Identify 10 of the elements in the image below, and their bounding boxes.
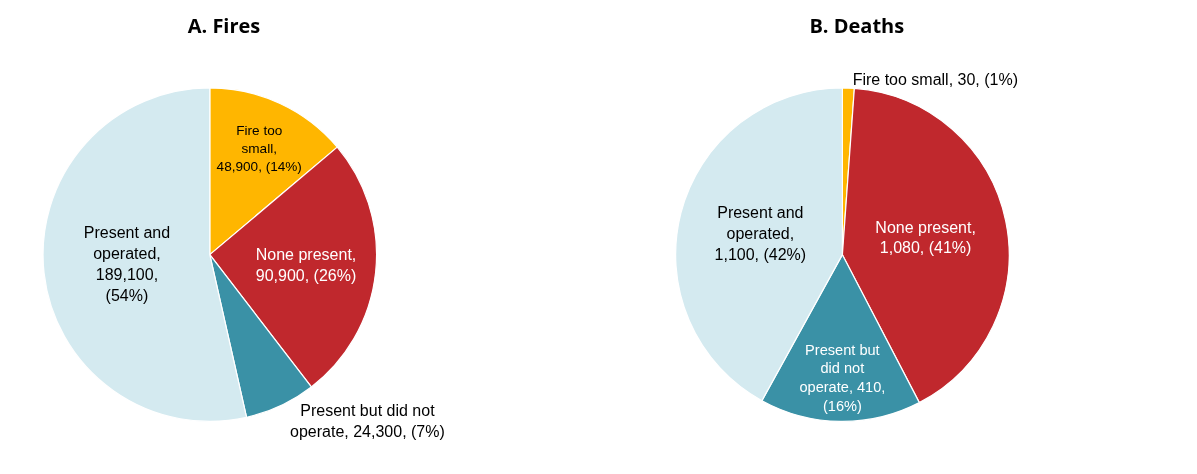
chart-title: A. Fires [187, 11, 261, 39]
slice-label: Fire too small, 48,900, (14%) [216, 123, 302, 174]
slice-label: Present but did not operate, 410, (16%) [799, 341, 886, 415]
slice-label: None present, 90,900, (26%) [255, 246, 357, 284]
slice-label: Fire too small, 30, (1%) [852, 71, 1019, 89]
slice-label: Present but did not operate, 24,300, (7%) [290, 402, 445, 441]
slice-label: None present, 1,080, (41%) [875, 218, 976, 257]
slice-label: Present and operated, 189,100, (54%) [83, 224, 171, 304]
chart-title: B. Deaths [809, 11, 905, 39]
slice-label: Present and operated, 1,100, (42%) [714, 204, 807, 263]
